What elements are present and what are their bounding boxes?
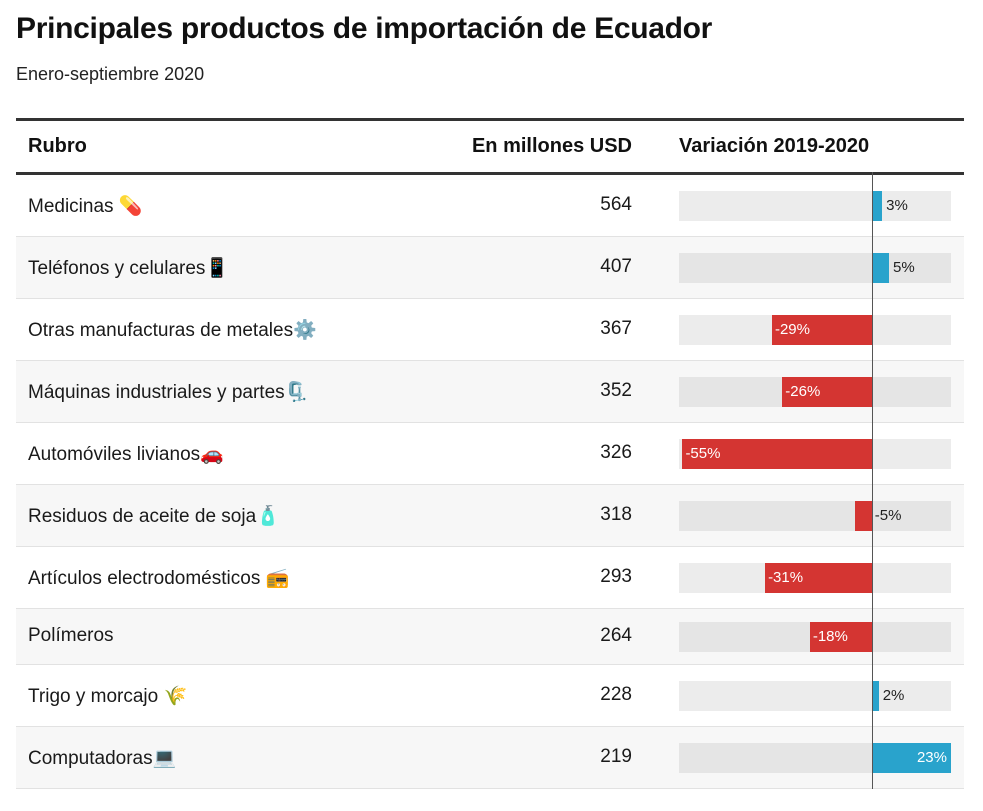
- table-row: Residuos de aceite de soja🧴 318 -5%: [16, 485, 964, 547]
- zero-line: [871, 172, 873, 789]
- variation-track: 5%: [679, 253, 951, 283]
- row-name: Automóviles livianos🚗: [28, 444, 224, 465]
- variation-label: 2%: [882, 687, 905, 704]
- variation-track: -29%: [679, 315, 951, 345]
- row-value: 564: [600, 194, 632, 215]
- variation-label: -55%: [685, 445, 721, 462]
- variation-label: -31%: [768, 569, 804, 586]
- chart-title: Principales productos de importación de …: [16, 12, 713, 45]
- table-row: Computadoras💻 219 23%: [16, 727, 964, 789]
- variation-track: 3%: [679, 191, 951, 221]
- row-name: Computadoras💻: [28, 748, 177, 769]
- variation-track: -55%: [679, 439, 951, 469]
- variation-bar: [871, 253, 889, 283]
- variation-bar: [771, 315, 872, 345]
- header-rubro: Rubro: [28, 135, 87, 157]
- row-name: Artículos electrodomésticos 📻: [28, 568, 290, 589]
- variation-label: -5%: [874, 507, 902, 524]
- variation-bar: [809, 622, 872, 652]
- table-row: Teléfonos y celulares📱 407 5%: [16, 237, 964, 299]
- row-name: Máquinas industriales y partes🗜️: [28, 382, 309, 403]
- variation-label: -29%: [774, 321, 810, 338]
- variation-bar: [765, 563, 872, 593]
- row-name: Teléfonos y celulares📱: [28, 258, 230, 279]
- variation-label: 3%: [886, 197, 908, 214]
- variation-track: 2%: [679, 681, 951, 711]
- variation-track: 23%: [679, 743, 951, 773]
- row-name: Otras manufacturas de metales⚙️: [28, 320, 317, 341]
- table-row: Automóviles livianos🚗 326 -55%: [16, 423, 964, 485]
- table-header: Rubro En millones USD Variación 2019-202…: [16, 118, 964, 175]
- row-value: 318: [600, 504, 632, 525]
- table-row: Máquinas industriales y partes🗜️ 352 -26%: [16, 361, 964, 423]
- header-value: En millones USD: [471, 135, 632, 157]
- variation-bar: [871, 743, 951, 773]
- variation-track: -18%: [679, 622, 951, 652]
- table-row: Otras manufacturas de metales⚙️ 367 -29%: [16, 299, 964, 361]
- chart-subtitle: Enero-septiembre 2020: [16, 64, 205, 84]
- row-value: 264: [600, 625, 632, 646]
- row-value: 407: [600, 256, 632, 277]
- variation-bar: [854, 501, 872, 531]
- row-value: 326: [600, 442, 632, 463]
- variation-track: -5%: [679, 501, 951, 531]
- row-value: 367: [600, 318, 632, 339]
- variation-label: 23%: [916, 749, 947, 766]
- row-value: 219: [600, 746, 632, 767]
- variation-bar: [871, 681, 879, 711]
- imports-table: Rubro En millones USD Variación 2019-202…: [16, 118, 964, 789]
- row-name: Medicinas 💊: [28, 196, 143, 217]
- variation-label: -26%: [785, 383, 821, 400]
- table-row: Medicinas 💊 564 3%: [16, 175, 964, 237]
- variation-track: -31%: [679, 563, 951, 593]
- row-name: Trigo y morcajo 🌾: [28, 686, 188, 707]
- row-value: 228: [600, 684, 632, 705]
- header-variation: Variación 2019-2020: [679, 135, 870, 157]
- variation-bar: [871, 191, 883, 221]
- variation-bar: [682, 439, 872, 469]
- table-row: Polímeros 264 -18%: [16, 609, 964, 665]
- table-body: Medicinas 💊 564 3% Teléfonos y celulares📱 40…: [16, 175, 964, 789]
- row-name: Residuos de aceite de soja🧴: [28, 506, 280, 527]
- variation-label: -18%: [812, 628, 848, 645]
- row-value: 293: [600, 566, 632, 587]
- table-row: Artículos electrodomésticos 📻 293 -31%: [16, 547, 964, 609]
- row-value: 352: [600, 380, 632, 401]
- variation-bar: [782, 377, 872, 407]
- variation-track: -26%: [679, 377, 951, 407]
- variation-label: 5%: [893, 259, 915, 276]
- table-row: Trigo y morcajo 🌾 228 2%: [16, 665, 964, 727]
- row-name: Polímeros: [28, 625, 114, 646]
